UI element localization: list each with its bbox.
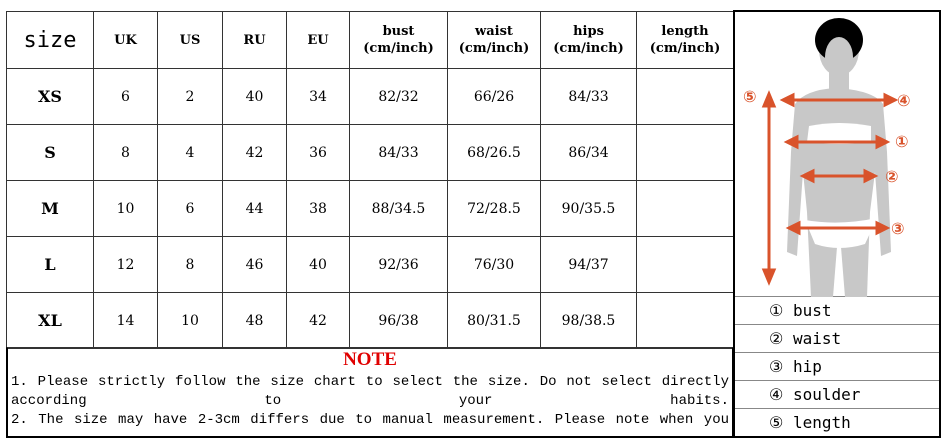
table-cell: 8 — [157, 236, 223, 293]
table-cell: 84/33 — [540, 68, 637, 125]
table-cell: 84/33 — [349, 124, 448, 181]
legend-length: ⑤ length — [769, 413, 851, 432]
table-cell: 96/38 — [349, 292, 448, 349]
table-cell — [636, 292, 734, 349]
table-cell — [636, 236, 734, 293]
column-header: hips (cm/inch) — [540, 11, 637, 69]
body-figure: ① ② ③ ④ ⑤ — [735, 12, 939, 297]
table-cell: 82/32 — [349, 68, 448, 125]
size-label: XL — [6, 292, 94, 349]
marker-hip: ③ — [891, 219, 905, 238]
table-cell — [636, 68, 734, 125]
marker-length: ⑤ — [743, 87, 757, 106]
note-line-2: 2. The size may have 2-3cm differs due t… — [11, 412, 729, 428]
table-cell: 90/35.5 — [540, 180, 637, 237]
table-cell: 76/30 — [447, 236, 541, 293]
table-cell: 34 — [286, 68, 350, 125]
table-cell — [636, 180, 734, 237]
table-cell: 40 — [286, 236, 350, 293]
column-header-text: (cm/inch) — [649, 41, 721, 56]
table-cell: 42 — [286, 292, 350, 349]
measurement-guide: ① ② ③ ④ ⑤ ① bust ② waist ③ hip ④ soulder… — [733, 10, 941, 438]
column-header: UK — [93, 11, 158, 69]
table-cell: 44 — [222, 180, 287, 237]
note-title: NOTE — [343, 349, 397, 370]
legend-waist: ② waist — [735, 325, 939, 353]
table-cell — [636, 124, 734, 181]
column-header-text: (cm/inch) — [458, 41, 530, 56]
column-header-text: UK — [114, 32, 137, 48]
column-header: EU — [286, 11, 350, 69]
table-cell: 10 — [93, 180, 158, 237]
table-cell: 36 — [286, 124, 350, 181]
table-cell: 38 — [286, 180, 350, 237]
column-header: size — [6, 11, 94, 69]
size-label: L — [6, 236, 94, 293]
table-cell: 92/36 — [349, 236, 448, 293]
table-cell: 72/28.5 — [447, 180, 541, 237]
column-header-text: hips — [573, 24, 604, 39]
table-cell: 42 — [222, 124, 287, 181]
legend-shoulder: ④ soulder — [735, 381, 939, 409]
table-row: XS 6 2 40 34 82/32 66/26 84/33 — [6, 68, 734, 125]
marker-shoulder: ④ — [897, 91, 911, 110]
table-cell: 6 — [157, 180, 223, 237]
size-label: M — [6, 180, 94, 237]
size-chart-table: size UK US RU EU bust (cm/inch) waist (cm/inch) h… — [6, 11, 734, 349]
table-cell: 40 — [222, 68, 287, 125]
table-cell: 8 — [93, 124, 158, 181]
table-row: S 8 4 42 36 84/33 68/26.5 86/34 — [6, 124, 734, 181]
table-cell: 80/31.5 — [447, 292, 541, 349]
header-row: size UK US RU EU bust (cm/inch) waist (cm/inch) h… — [6, 11, 734, 69]
table-cell: 94/37 — [540, 236, 637, 293]
table-cell: 88/34.5 — [349, 180, 448, 237]
legend-bust: ① bust — [735, 297, 939, 325]
column-header-text: length — [661, 24, 709, 39]
column-header: RU — [222, 11, 287, 69]
table-cell: 86/34 — [540, 124, 637, 181]
table-row: M 10 6 44 38 88/34.5 72/28.5 90/35.5 — [6, 180, 734, 237]
table-row: XL 14 10 48 42 96/38 80/31.5 98/38.5 — [6, 292, 734, 349]
note-box: NOTE 1. Please strictly follow the size … — [6, 347, 734, 438]
table-cell: 12 — [93, 236, 158, 293]
column-header-text: (cm/inch) — [553, 41, 624, 56]
table-cell: 98/38.5 — [540, 292, 637, 349]
column-header-text: size — [23, 27, 77, 53]
table-cell: 10 — [157, 292, 223, 349]
column-header-text: US — [179, 32, 201, 48]
column-header: bust (cm/inch) — [349, 11, 448, 69]
table-cell: 6 — [93, 68, 158, 125]
table-cell: 14 — [93, 292, 158, 349]
note-line-1: 1. Please strictly follow the size chart… — [11, 374, 729, 409]
table-cell: 68/26.5 — [447, 124, 541, 181]
marker-waist: ② — [885, 167, 899, 186]
column-header-text: (cm/inch) — [363, 41, 434, 56]
table-cell: 2 — [157, 68, 223, 125]
legend-hip: ③ hip — [735, 353, 939, 381]
column-header: length (cm/inch) — [636, 11, 734, 69]
size-label: XS — [6, 68, 94, 125]
column-header-text: waist — [475, 24, 513, 39]
table-cell: 48 — [222, 292, 287, 349]
table-row: L 12 8 46 40 92/36 76/30 94/37 — [6, 236, 734, 293]
table-cell: 66/26 — [447, 68, 541, 125]
column-header-text: RU — [243, 32, 266, 48]
column-header: waist (cm/inch) — [447, 11, 541, 69]
column-header-text: EU — [307, 32, 329, 48]
size-label: S — [6, 124, 94, 181]
table-cell: 4 — [157, 124, 223, 181]
column-header: US — [157, 11, 223, 69]
marker-bust: ① — [895, 132, 909, 151]
table-cell: 46 — [222, 236, 287, 293]
column-header-text: bust — [382, 24, 415, 39]
